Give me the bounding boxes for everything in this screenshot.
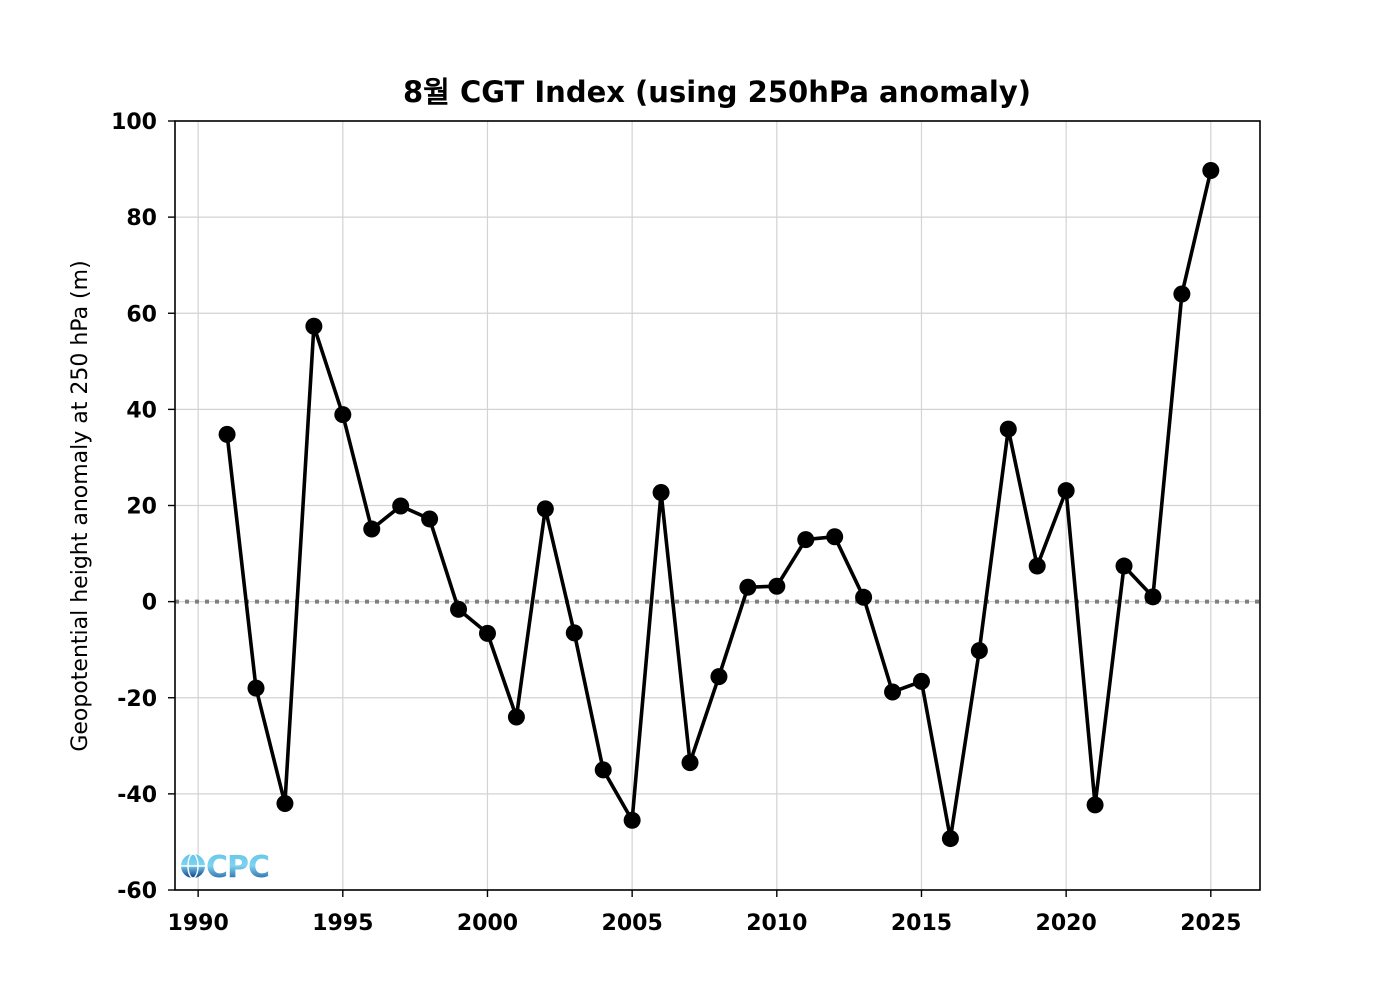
x-axis-ticks: 1990 1995 2000 2005 2010 2015 2020 2025 xyxy=(168,890,1241,936)
chart-title: 8월 CGT Index (using 250hPa anomaly) xyxy=(403,75,1031,109)
data-point xyxy=(912,672,930,690)
data-point xyxy=(1144,588,1162,606)
data-point xyxy=(970,642,988,660)
data-point xyxy=(1057,482,1075,500)
data-point xyxy=(797,531,815,549)
data-point xyxy=(768,577,786,595)
data-point xyxy=(450,600,468,618)
data-point xyxy=(507,708,525,726)
data-point xyxy=(1115,557,1133,575)
y-tick-label: -20 xyxy=(117,687,157,712)
logo-text: CPC xyxy=(206,850,269,885)
data-point xyxy=(884,683,902,701)
y-tick-label: -60 xyxy=(117,879,157,904)
data-point xyxy=(681,754,699,772)
x-tick-label: 1990 xyxy=(168,911,229,936)
data-point xyxy=(1173,285,1191,303)
data-point xyxy=(478,624,496,642)
data-point xyxy=(276,794,294,812)
data-point xyxy=(855,588,873,606)
x-tick-label: 2015 xyxy=(891,911,952,936)
data-point xyxy=(1202,162,1220,180)
data-point xyxy=(623,811,641,829)
x-tick-label: 2010 xyxy=(746,911,807,936)
series-line xyxy=(225,170,1213,839)
series-layer xyxy=(218,162,1220,848)
data-point xyxy=(392,497,410,515)
data-point xyxy=(565,624,583,642)
data-point xyxy=(739,578,757,596)
cpc-logo: CPC xyxy=(181,850,270,885)
data-point xyxy=(999,420,1017,438)
data-point xyxy=(363,520,381,538)
x-tick-label: 2025 xyxy=(1180,911,1241,936)
y-tick-label: -40 xyxy=(117,783,157,808)
data-point xyxy=(218,425,236,443)
y-tick-label: 80 xyxy=(126,206,157,231)
data-point xyxy=(1028,557,1046,575)
data-point xyxy=(305,317,323,335)
data-point xyxy=(710,668,728,686)
y-axis-label: Geopotential height anomaly at 250 hPa (… xyxy=(68,260,93,751)
x-tick-label: 2000 xyxy=(457,911,518,936)
y-tick-label: 20 xyxy=(126,495,157,520)
y-tick-label: 60 xyxy=(126,302,157,327)
data-point xyxy=(536,500,554,518)
y-tick-label: 40 xyxy=(126,398,157,423)
data-point xyxy=(652,484,670,502)
y-tick-label: 100 xyxy=(111,110,157,135)
data-point xyxy=(826,528,844,546)
x-tick-label: 2005 xyxy=(602,911,663,936)
y-axis-ticks: -60 -40 -20 0 20 40 60 80 100 xyxy=(111,110,175,904)
data-point xyxy=(594,761,612,779)
data-point xyxy=(941,830,959,848)
data-point xyxy=(247,679,265,697)
data-point xyxy=(1086,796,1104,814)
x-tick-label: 1995 xyxy=(312,911,373,936)
data-point xyxy=(334,406,352,424)
x-tick-label: 2020 xyxy=(1036,911,1097,936)
logo-globe-icon xyxy=(181,853,205,879)
y-tick-label: 0 xyxy=(142,591,157,616)
data-point xyxy=(421,510,439,528)
